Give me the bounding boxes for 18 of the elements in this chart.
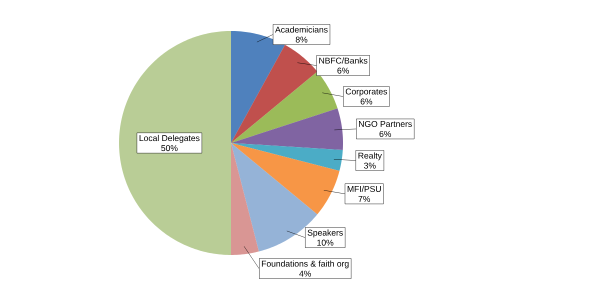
slice-label: MFI/PSU [348,186,381,192]
data-label: 6% [337,68,349,74]
data-label: 8% [296,36,308,43]
data-label: 50% [161,145,178,152]
data-label: 6% [380,130,392,137]
slice-label: Realty [358,152,382,160]
slice-label: NBFC/Banks [319,57,368,64]
data-label: 6% [360,98,372,105]
slice-label: NGO Partners [359,120,412,127]
data-label: 10% [317,240,334,246]
slice-label: Local Delegates [140,134,200,143]
slice-label: Corporates [346,88,388,96]
data-label: 4% [299,270,312,277]
data-label: 3% [364,162,376,169]
data-label: 7% [358,196,370,202]
slice-label: Speakers [308,229,343,238]
slice-label: Foundations & faith org [262,260,349,268]
slice-label: Academicians [275,26,328,33]
